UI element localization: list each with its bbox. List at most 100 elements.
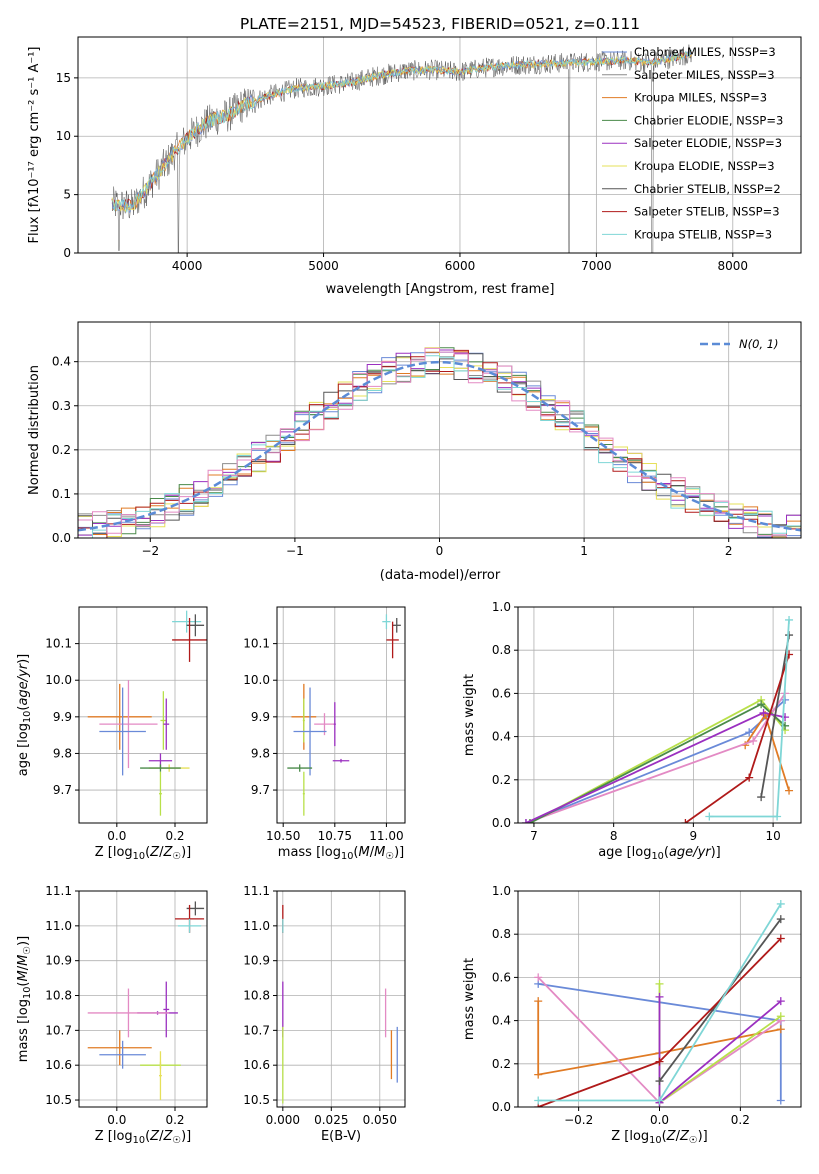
residuals-panel: −2 −1 0 1 2 0.0 0.1 0.2 0.3 0.4 N(0, 1) (data-model… — [27, 321, 802, 583]
mass_age-frame — [276, 606, 406, 824]
weight-marker — [655, 992, 664, 1001]
ebv_mass-frame — [276, 890, 406, 1108]
z_age-plot-area — [87, 610, 207, 816]
z_age-xtick-label: 0.0 — [107, 829, 126, 843]
weight-marker — [757, 793, 766, 802]
z_age-xtick-label: 0.2 — [165, 829, 184, 843]
legend-label: Salpeter STELIB, NSSP=3 — [634, 205, 780, 219]
legend-label: Salpeter ELODIE, NSSP=3 — [634, 136, 782, 150]
mass_age-ytick-label: 10.1 — [243, 637, 270, 651]
ebv_mass-xtick-label: 0.000 — [266, 1113, 300, 1127]
ebv_mass-ytick-label: 10.5 — [243, 1093, 270, 1107]
spectrum-ytick-label: 0 — [63, 246, 71, 260]
residual-ylabel: Normed distribution — [27, 365, 42, 495]
ebv_mass-xtick-label: 0.050 — [363, 1113, 397, 1127]
mass_age-xtick-label: 11.00 — [369, 829, 403, 843]
z_weight-ytick-label: 0.0 — [492, 1100, 511, 1114]
weight-marker — [745, 728, 754, 737]
age_weight-ytick-label: 0.2 — [492, 773, 511, 787]
age_weight-frame — [517, 606, 802, 824]
residuals-plot-area — [78, 347, 801, 538]
z_weight-plot-area — [534, 899, 785, 1107]
z_mass-plot-area — [87, 901, 205, 1101]
residual-xlabel: (data-model)/error — [380, 568, 501, 583]
weight-marker — [776, 1096, 785, 1105]
residuals-ytick-label: 0.1 — [52, 487, 71, 501]
z_mass-xtick-label: 0.2 — [165, 1113, 184, 1127]
ebv_mass-ytick-label: 10.9 — [243, 954, 270, 968]
age_weight-ytick-label: 0.0 — [492, 816, 511, 830]
weight-marker — [785, 615, 794, 624]
residuals-xtick-label: 1 — [580, 544, 588, 558]
spectrum-xtick-label: 8000 — [718, 259, 749, 273]
weight-marker — [655, 1077, 664, 1086]
spectrum-ytick-label: 15 — [56, 71, 71, 85]
z_age-ytick-label: 9.7 — [53, 783, 72, 797]
z_mass-ytick-label: 10.7 — [45, 1023, 72, 1037]
z_weight-ylabel: mass weight — [462, 958, 477, 1040]
spectrum-ytick-label: 5 — [63, 188, 71, 202]
age_weight-xtick-label: 7 — [530, 829, 538, 843]
z_weight-xtick-label: 0.0 — [650, 1113, 669, 1127]
z_weight-xtick-label: −0.2 — [564, 1113, 593, 1127]
weight-marker — [749, 736, 758, 745]
figure-title: PLATE=2151, MJD=54523, FIBERID=0521, z=0… — [240, 15, 640, 33]
legend-label: Salpeter MILES, NSSP=3 — [634, 68, 775, 82]
weight-marker — [745, 773, 754, 782]
spectrum-xlabel: wavelength [Angstrom, rest frame] — [326, 282, 555, 297]
spectrum-ytick-label: 10 — [56, 129, 71, 143]
z_age-frame — [78, 606, 208, 824]
z_weight-ytick-label: 0.6 — [492, 970, 511, 984]
weight-marker — [655, 979, 664, 988]
residuals-ytick-label: 0.4 — [52, 355, 71, 369]
z_mass-ylabel: mass [log10(M/M☉)] — [16, 936, 33, 1062]
z_mass-frame — [78, 890, 208, 1108]
age_weight-ytick-label: 0.4 — [492, 730, 511, 744]
weight-marker — [757, 700, 766, 709]
legend-label: Kroupa ELODIE, NSSP=3 — [634, 159, 775, 173]
residuals-xtick-label: −2 — [141, 544, 159, 558]
ebv_mass-ytick-label: 10.7 — [243, 1023, 270, 1037]
age_weight-xtick-label: 10 — [765, 829, 780, 843]
weight-marker — [534, 997, 543, 1006]
z_mass-xlabel: Z [log10(Z/Z☉)] — [95, 1129, 192, 1146]
spectrum-ylabel: Flux [fλ10⁻¹⁷ erg cm⁻² s⁻¹ A⁻¹] — [27, 47, 42, 244]
legend-label: Chabrier ELODIE, NSSP=3 — [634, 113, 783, 127]
residuals-ytick-label: 0.2 — [52, 443, 71, 457]
spectrum-plot-area — [111, 44, 692, 253]
ebv_mass-panel: 0.000 0.025 0.050 10.5 10.6 10.7 10.8 10.9 11.0 1… — [243, 884, 406, 1144]
residuals-ytick-label: 0.3 — [52, 399, 71, 413]
z_mass-panel: 0.0 0.2 10.5 10.6 10.7 10.8 10.9 11.0 11.1 Z [log… — [16, 884, 208, 1146]
mass_age-panel: 10.50 10.75 11.00 9.7 9.8 9.9 10.0 10.1 mass [lo… — [243, 606, 406, 862]
z_age-xlabel: Z [log10(Z/Z☉)] — [95, 845, 192, 862]
weight-marker — [776, 1012, 785, 1021]
age_weight-xtick-label: 9 — [690, 829, 698, 843]
z_weight-frame — [517, 890, 802, 1108]
legend-label: Kroupa MILES, NSSP=3 — [634, 91, 767, 105]
weight-line — [760, 634, 790, 798]
legend-label: Kroupa STELIB, NSSP=3 — [634, 227, 772, 241]
spectrum-model-line — [111, 49, 692, 213]
z_weight-panel: −0.2 0.0 0.2 0.0 0.2 0.4 0.6 0.8 1.0 Z [log10(Z/Z… — [462, 884, 802, 1146]
z_weight-ytick-label: 1.0 — [492, 884, 511, 898]
age_weight-xlabel: age [log10(age/yr)] — [598, 845, 721, 862]
z_mass-ytick-label: 10.5 — [45, 1093, 72, 1107]
z_age-panel: 0.0 0.2 9.7 9.8 9.9 10.0 10.1 Z [log10(Z/Z☉)] ag… — [16, 606, 208, 862]
weight-marker — [776, 915, 785, 924]
residuals-frame — [77, 321, 802, 539]
weight-marker — [776, 997, 785, 1006]
z_weight-ytick-label: 0.4 — [492, 1014, 511, 1028]
ebv_mass-xtick-label: 0.025 — [314, 1113, 348, 1127]
weight-marker — [534, 1096, 543, 1105]
spectrum-frame — [77, 36, 802, 254]
mass_age-plot-area — [287, 614, 401, 816]
weight-marker — [776, 934, 785, 943]
age_weight-ylabel: mass weight — [462, 674, 477, 756]
age_weight-ytick-label: 0.8 — [492, 643, 511, 657]
z_mass-ytick-label: 10.9 — [45, 954, 72, 968]
weight-marker — [705, 812, 714, 821]
mass_age-ytick-label: 9.7 — [251, 783, 270, 797]
ebv_mass-ytick-label: 10.8 — [243, 989, 270, 1003]
z_age-ytick-label: 9.8 — [53, 746, 72, 760]
